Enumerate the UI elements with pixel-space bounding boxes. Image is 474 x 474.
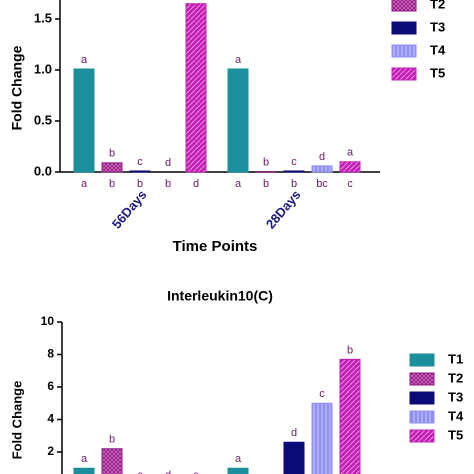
significance-letter: c	[137, 156, 143, 168]
y-tick-label: 1.5	[34, 10, 52, 25]
significance-letter: c	[319, 388, 325, 400]
x-tick-label: 56Days	[109, 187, 150, 232]
significance-letter: d	[319, 151, 325, 163]
y-tick-label: 10	[41, 314, 55, 328]
legend-swatch	[409, 429, 435, 443]
significance-letter: a	[235, 178, 242, 190]
significance-letter: d	[193, 178, 199, 190]
y-tick-label: 0.5	[34, 112, 52, 127]
y-tick-label: 1.0	[34, 61, 52, 76]
significance-letter: a	[235, 54, 242, 66]
significance-letter: d	[165, 469, 171, 474]
significance-letter: d	[165, 157, 171, 169]
significance-letter: b	[263, 178, 269, 190]
bar	[283, 441, 305, 474]
bar	[227, 68, 249, 173]
x-tick-label: 28Days	[263, 187, 304, 232]
legend-label: T3	[448, 389, 463, 404]
legend-label: T3	[430, 19, 445, 34]
significance-letter: c	[347, 178, 353, 190]
legend-swatch	[409, 372, 435, 386]
legend-swatch	[391, 0, 417, 12]
legend-label: T4	[430, 42, 446, 57]
bar	[73, 68, 95, 173]
significance-letter: b	[263, 156, 269, 168]
y-tick-label: 4	[47, 412, 54, 426]
bar	[101, 162, 123, 173]
legend-label: T5	[448, 427, 463, 442]
significance-letter: a	[235, 453, 242, 465]
significance-letter: b	[291, 178, 297, 190]
bar	[129, 170, 151, 173]
significance-letter: a	[347, 147, 354, 159]
y-tick-label: 0.0	[34, 163, 52, 178]
legend-swatch	[391, 44, 417, 58]
bar	[339, 161, 361, 173]
bar	[73, 467, 95, 474]
significance-letter: bc	[316, 178, 328, 190]
significance-letter: a	[81, 453, 88, 465]
legend-label: T1	[448, 351, 463, 366]
significance-letter: c	[137, 469, 143, 474]
bar	[311, 165, 333, 173]
y-tick-label: 2	[47, 444, 54, 458]
significance-letter: d	[291, 427, 297, 439]
bar	[311, 402, 333, 474]
y-axis-label: Fold Change	[9, 381, 24, 460]
legend-swatch	[409, 391, 435, 405]
bar	[283, 170, 305, 173]
bar	[227, 467, 249, 474]
y-tick-label: 6	[47, 379, 54, 393]
legend-label: T2	[430, 0, 445, 11]
significance-letter: b	[347, 344, 353, 356]
significance-letter: e	[193, 469, 199, 474]
significance-letter: b	[109, 148, 115, 160]
significance-letter: a	[81, 54, 88, 66]
legend-swatch	[391, 21, 417, 35]
significance-letter: b	[109, 178, 115, 190]
bar	[339, 358, 361, 474]
legend-swatch	[409, 353, 435, 367]
significance-letter: a	[81, 178, 88, 190]
significance-letter: b	[165, 178, 171, 190]
chart-title: Interleukin10(C)	[167, 288, 273, 304]
legend-label: T2	[448, 370, 463, 385]
significance-letter: b	[137, 178, 143, 190]
bar	[185, 3, 207, 173]
x-axis-label: Time Points	[173, 238, 258, 255]
legend-label: T4	[448, 408, 464, 423]
bar	[101, 448, 123, 474]
y-tick-label: 8	[47, 347, 54, 361]
bar	[255, 170, 277, 173]
legend-swatch	[391, 67, 417, 81]
legend-label: T5	[430, 65, 445, 80]
significance-letter: c	[291, 156, 297, 168]
legend-swatch	[409, 410, 435, 424]
y-axis-label: Fold Change	[9, 45, 25, 130]
significance-letter: b	[109, 434, 115, 446]
